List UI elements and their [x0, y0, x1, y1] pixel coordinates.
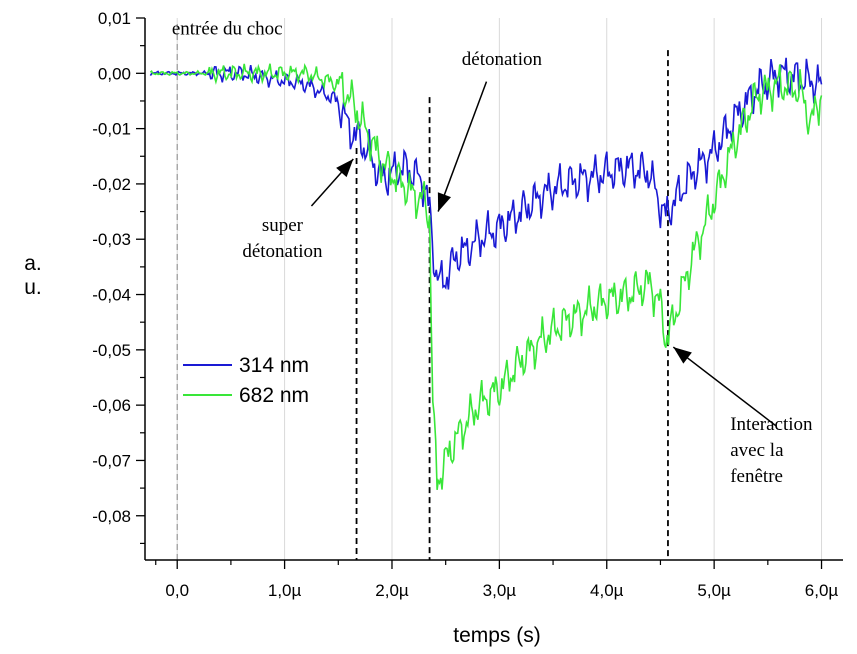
- arrow-head-1: [437, 192, 451, 212]
- y-tick-label-7: -0,06: [92, 396, 131, 415]
- x-tick-label-6: 6,0µ: [805, 581, 839, 600]
- annotation-0-line-0: entrée du choc: [172, 19, 283, 40]
- y-tick-label-8: -0,07: [92, 451, 131, 470]
- x-axis-title: temps (s): [453, 624, 541, 647]
- arrow-line-2: [672, 346, 777, 427]
- y-tick-label-5: -0,04: [92, 286, 131, 305]
- x-tick-label-5: 5,0µ: [697, 581, 731, 600]
- annotation-3: Interaction avec la fenêtre: [730, 414, 813, 487]
- annotation-1: détonation: [462, 49, 543, 70]
- legend-label-1: 682 nm: [239, 384, 309, 407]
- y-tick-label-0: 0,01: [98, 9, 131, 28]
- annotation-0: entrée du choc: [172, 19, 283, 40]
- annotation-2: super détonation: [242, 215, 323, 262]
- y-tick-label-9: -0,08: [92, 507, 131, 526]
- axes: [144, 18, 843, 561]
- y-tick-label-4: -0,03: [92, 230, 131, 249]
- annotation-3-line-2: fenêtre: [730, 466, 783, 487]
- y-axis-title-part-1: u.: [24, 276, 42, 299]
- y-axis-title: a. u.: [24, 252, 42, 299]
- y-tick-label-1: 0,00: [98, 64, 131, 83]
- x-tick-label-2: 2,0µ: [375, 581, 409, 600]
- y-tick-label-3: -0,02: [92, 175, 131, 194]
- arrows: [310, 81, 777, 427]
- arrow-head-2: [673, 347, 692, 364]
- series-line-682-nm: [149, 62, 823, 491]
- x-tick-label-1: 1,0µ: [268, 581, 302, 600]
- annotations: entrée du choc détonation super détonation I…: [172, 19, 813, 487]
- series-line-314-nm: [149, 57, 823, 290]
- legend: 314 nm 682 nm: [183, 354, 309, 407]
- y-tick-label-6: -0,05: [92, 341, 131, 360]
- annotation-3-line-1: avec la: [730, 440, 784, 461]
- arrow-head-0: [336, 159, 354, 178]
- arrow-line-1: [437, 81, 488, 212]
- y-tick-label-2: -0,01: [92, 120, 131, 139]
- x-ticks: 0,0 1,0µ 2,0µ 3,0µ 4,0µ 5,0µ 6,0µ: [155, 560, 839, 600]
- y-ticks: 0,01 0,00 -0,01 -0,02 -0,03 -0,04 -0,05 -0,06 -0…: [92, 9, 145, 545]
- grid: [176, 18, 823, 560]
- x-tick-label-3: 3,0µ: [483, 581, 517, 600]
- annotation-2-line-1: détonation: [242, 241, 323, 262]
- y-axis-title-part-0: a.: [24, 252, 42, 275]
- x-tick-label-4: 4,0µ: [590, 581, 624, 600]
- series-lines: [149, 57, 823, 491]
- annotation-1-line-0: détonation: [462, 49, 543, 70]
- reference-lines: [176, 24, 669, 560]
- annotation-2-line-0: super: [262, 215, 304, 236]
- annotation-3-line-0: Interaction: [730, 414, 813, 435]
- legend-label-0: 314 nm: [239, 354, 309, 377]
- x-tick-label-0: 0,0: [165, 581, 189, 600]
